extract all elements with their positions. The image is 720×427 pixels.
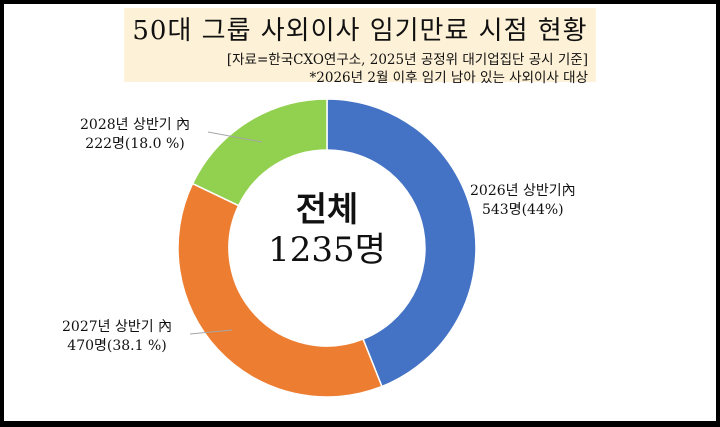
slice-2026 <box>326 98 477 388</box>
data-label-2026: 2026년 상반기內 543명(44%) <box>470 182 576 220</box>
scope-note: *2026년 2월 이후 임기 남아 있는 사외이사 대상 <box>309 70 588 86</box>
chart-title: 50대 그룹 사외이사 임기만료 시점 현황 <box>132 16 588 46</box>
center-label-title: 전체 <box>295 190 359 230</box>
leader-line-2028 <box>207 131 263 143</box>
data-label-2027-period: 2027년 상반기 內 <box>62 319 173 335</box>
data-label-2028: 2028년 상반기 內 222명(18.0 %) <box>80 116 190 154</box>
data-label-2026-period: 2026년 상반기內 <box>470 183 576 199</box>
source-note: [자료=한국CXO연구소, 2025년 공정위 대기업집단 공시 기준] <box>226 52 588 68</box>
data-label-2028-value: 222명(18.0 %) <box>85 136 185 152</box>
center-total-label: 전체 1235명 <box>247 190 407 270</box>
data-label-2026-value: 543명(44%) <box>481 202 564 218</box>
slice-2027 <box>177 182 383 398</box>
data-label-2028-period: 2028년 상반기 內 <box>80 117 191 133</box>
title-banner: 50대 그룹 사외이사 임기만료 시점 현황 [자료=한국CXO연구소, 202… <box>124 8 596 86</box>
data-label-2027-value: 470명(38.1 %) <box>67 338 167 354</box>
data-label-2027: 2027년 상반기 內 470명(38.1 %) <box>62 318 172 356</box>
leader-line-2027 <box>189 329 233 335</box>
slice-2028 <box>191 98 328 207</box>
center-label-value: 1235명 <box>268 230 386 270</box>
